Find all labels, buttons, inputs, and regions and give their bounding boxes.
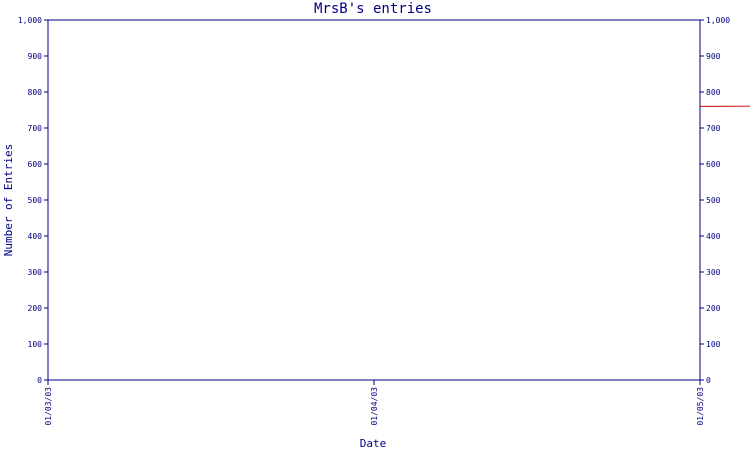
y-tick-label: 400 <box>28 232 43 241</box>
chart-title: MrsB's entries <box>314 1 432 17</box>
y-tick-label-right: 100 <box>706 340 721 349</box>
y-tick-label: 200 <box>28 304 43 313</box>
y-tick-label: 900 <box>28 52 43 61</box>
y-axis-label: Number of Entries <box>2 144 15 257</box>
y-tick-label: 800 <box>28 88 43 97</box>
y-tick-label-right: 900 <box>706 52 721 61</box>
y-tick-label: 300 <box>28 268 43 277</box>
y-axis-right: 0 100 200 300 400 500 600 700 800 900 1,000 <box>700 16 730 385</box>
x-tick-label: 01/03/03 <box>44 387 53 426</box>
y-tick-label: 500 <box>28 196 43 205</box>
y-tick-label: 1,000 <box>18 16 42 25</box>
y-tick-label: 0 <box>37 376 42 385</box>
y-axis-left: 0 100 200 300 400 500 600 700 800 900 1,000 <box>18 16 48 385</box>
y-tick-label-right: 500 <box>706 196 721 205</box>
y-tick-label-right: 0 <box>706 376 711 385</box>
x-tick-label: 01/05/03 <box>696 387 705 426</box>
y-tick-label: 100 <box>28 340 43 349</box>
y-tick-label: 700 <box>28 124 43 133</box>
x-axis: 01/03/03 01/04/03 01/05/03 <box>44 380 705 426</box>
y-tick-label-right: 200 <box>706 304 721 313</box>
plot-area-frame <box>47 19 701 381</box>
y-tick-label-right: 800 <box>706 88 721 97</box>
y-tick-label-right: 700 <box>706 124 721 133</box>
y-tick-label-right: 600 <box>706 160 721 169</box>
y-tick-label: 600 <box>28 160 43 169</box>
x-axis-label: Date <box>360 437 387 450</box>
y-tick-label-right: 300 <box>706 268 721 277</box>
x-tick-label: 01/04/03 <box>370 387 379 426</box>
y-tick-label-right: 1,000 <box>706 16 730 25</box>
y-tick-label-right: 400 <box>706 232 721 241</box>
